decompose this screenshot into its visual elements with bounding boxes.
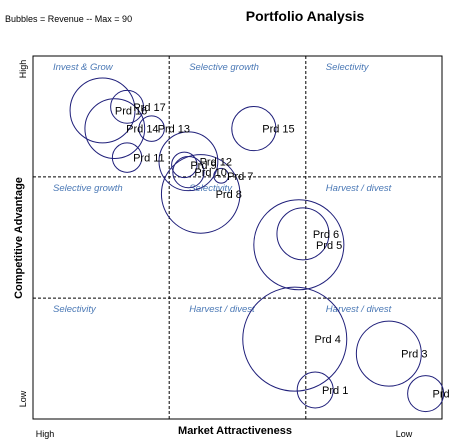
bubble-label-prd-3: Prd 3 bbox=[401, 349, 427, 361]
bubble-label-prd-17: Prd 17 bbox=[133, 102, 165, 114]
bubble-prd-12 bbox=[158, 131, 219, 192]
bubble-label-prd-11: Prd 11 bbox=[133, 153, 165, 165]
bubble-prd-1 bbox=[296, 371, 334, 409]
bubble-label-prd-16: Prd 16 bbox=[115, 105, 147, 117]
x-tick-high: High bbox=[36, 429, 55, 439]
bubble-prd-13 bbox=[138, 115, 165, 142]
bubble-prd-2 bbox=[407, 375, 445, 413]
zone-label-3: Selectivity bbox=[326, 62, 370, 73]
bubble-prd-15 bbox=[231, 106, 277, 152]
bubble-prd-8 bbox=[160, 154, 241, 234]
zone-label-5: Selectivity bbox=[189, 183, 233, 194]
zone-label-1: Invest & Grow bbox=[53, 62, 114, 73]
x-axis-title: Market Attractiveness bbox=[178, 425, 292, 437]
bubble-label-prd-1: Prd 1 bbox=[322, 385, 348, 397]
bubble-size-note: Bubbles = Revenue -- Max = 90 bbox=[5, 14, 132, 24]
bubble-label-prd-12: Prd 12 bbox=[200, 156, 232, 168]
bubble-label-prd-10: Prd 10 bbox=[194, 167, 226, 179]
zone-label-8: Harvest / divest bbox=[189, 304, 255, 315]
bubble-label-prd-9: Prd 9 bbox=[190, 160, 216, 172]
bubble-prd-14 bbox=[84, 98, 146, 159]
zone-labels: Invest & Grow Selective growth Selectivity… bbox=[53, 62, 392, 315]
bubble-prd-6 bbox=[276, 207, 330, 261]
bubble-label-prd-15: Prd 15 bbox=[262, 124, 294, 136]
zone-label-2: Selective growth bbox=[189, 62, 259, 73]
bubble-prd-4 bbox=[242, 286, 348, 392]
bubble-label-prd-2: Prd 2 bbox=[432, 389, 449, 401]
bubble-prd-10 bbox=[172, 156, 205, 189]
bubble-label-prd-6: Prd 6 bbox=[313, 229, 339, 241]
zone-label-7: Selectivity bbox=[53, 304, 97, 315]
bubble-prd-9 bbox=[171, 151, 198, 179]
plot-area bbox=[32, 55, 443, 420]
bubble-label-prd-8: Prd 8 bbox=[216, 189, 242, 201]
quadrant-dividers bbox=[33, 56, 442, 419]
bubble-prd-5 bbox=[253, 199, 345, 291]
bubble-label-prd-5: Prd 5 bbox=[316, 240, 342, 252]
bubble-label-prd-14: Prd 14 bbox=[126, 124, 158, 136]
y-tick-high: High bbox=[18, 60, 28, 79]
bubble-prd-16 bbox=[69, 77, 136, 144]
y-axis-title: Competitive Advantage bbox=[13, 177, 25, 299]
bubble-prd-3 bbox=[355, 320, 422, 387]
zone-label-9: Harvest / divest bbox=[326, 304, 392, 315]
zone-label-4: Selective growth bbox=[53, 183, 123, 194]
y-tick-low: Low bbox=[18, 390, 28, 407]
bubble-prd-17 bbox=[110, 89, 145, 124]
chart-title: Portfolio Analysis bbox=[246, 8, 365, 24]
bubble-prd-11 bbox=[111, 142, 143, 173]
zone-label-6: Harvest / divest bbox=[326, 183, 392, 194]
bubble-label-prd-7: Prd 7 bbox=[227, 171, 253, 183]
x-tick-low: Low bbox=[396, 429, 413, 439]
bubbles bbox=[69, 77, 445, 413]
bubble-label-prd-4: Prd 4 bbox=[315, 334, 341, 346]
bubble-label-prd-13: Prd 13 bbox=[158, 124, 190, 136]
